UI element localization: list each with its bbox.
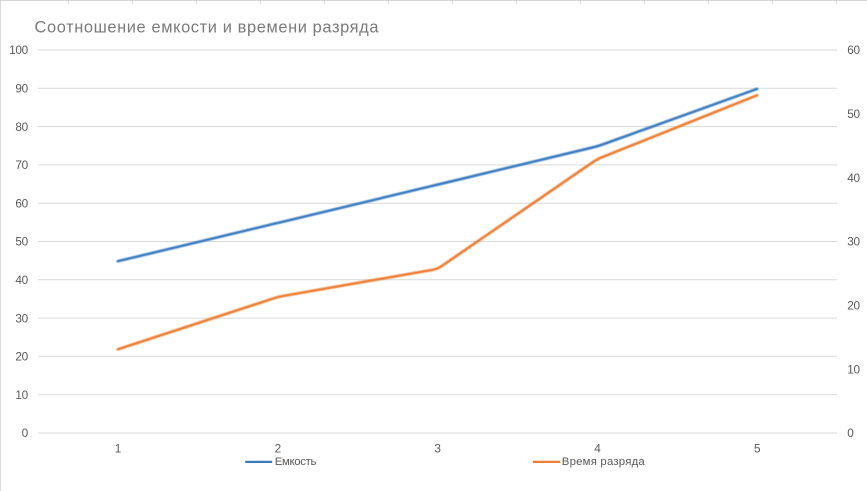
svg-text:4: 4 bbox=[594, 441, 601, 455]
svg-text:0: 0 bbox=[847, 426, 854, 440]
svg-text:20: 20 bbox=[15, 350, 28, 364]
svg-text:100: 100 bbox=[9, 43, 28, 57]
svg-text:10: 10 bbox=[847, 362, 860, 376]
svg-text:20: 20 bbox=[847, 299, 860, 313]
svg-text:70: 70 bbox=[15, 158, 28, 172]
svg-text:40: 40 bbox=[15, 273, 28, 287]
svg-text:60: 60 bbox=[15, 196, 28, 210]
svg-text:3: 3 bbox=[434, 441, 441, 455]
svg-text:30: 30 bbox=[15, 311, 28, 325]
svg-text:Соотношение емкости и времени: Соотношение емкости и времени разряда bbox=[35, 19, 380, 37]
svg-text:50: 50 bbox=[847, 107, 860, 121]
svg-text:2: 2 bbox=[275, 441, 281, 455]
svg-text:Емкость: Емкость bbox=[275, 456, 317, 468]
svg-text:60: 60 bbox=[847, 43, 860, 57]
svg-text:1: 1 bbox=[115, 441, 121, 455]
svg-text:0: 0 bbox=[22, 426, 29, 440]
svg-text:Время разряда: Время разряда bbox=[562, 456, 646, 468]
svg-text:40: 40 bbox=[847, 171, 860, 185]
svg-text:10: 10 bbox=[15, 388, 28, 402]
svg-text:50: 50 bbox=[15, 235, 28, 249]
svg-text:90: 90 bbox=[15, 82, 28, 96]
svg-text:5: 5 bbox=[754, 441, 761, 455]
svg-text:80: 80 bbox=[15, 120, 28, 134]
svg-text:30: 30 bbox=[847, 235, 860, 249]
